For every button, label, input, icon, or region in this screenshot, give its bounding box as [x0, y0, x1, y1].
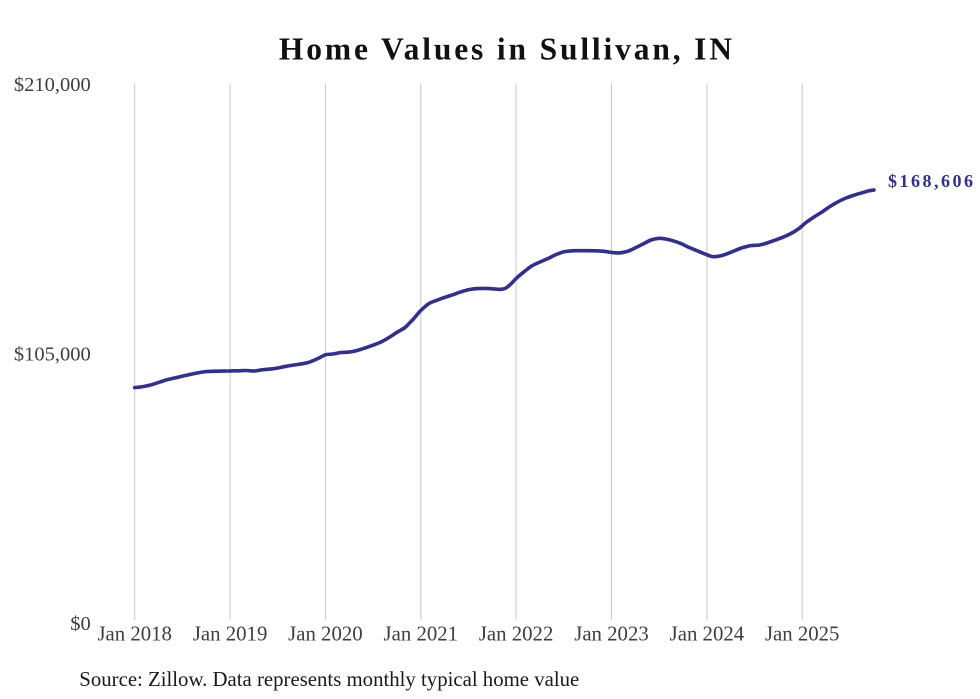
svg-text:Jan 2021: Jan 2021 [384, 623, 459, 646]
svg-text:Jan 2025: Jan 2025 [765, 623, 840, 646]
svg-text:$210,000: $210,000 [14, 74, 91, 96]
svg-text:Jan 2020: Jan 2020 [288, 623, 363, 646]
svg-text:Home Values in Sullivan, IN: Home Values in Sullivan, IN [279, 32, 735, 67]
svg-text:$105,000: $105,000 [14, 344, 91, 366]
svg-text:$168,606: $168,606 [888, 171, 976, 191]
svg-text:Jan 2018: Jan 2018 [97, 623, 172, 646]
svg-text:Jan 2022: Jan 2022 [479, 623, 554, 646]
svg-text:$0: $0 [70, 613, 91, 635]
svg-text:Jan 2024: Jan 2024 [670, 623, 745, 646]
svg-text:Jan 2023: Jan 2023 [574, 623, 649, 646]
svg-text:Jan 2019: Jan 2019 [193, 623, 268, 646]
svg-text:Source: Zillow. Data represent: Source: Zillow. Data represents monthly … [79, 668, 579, 691]
